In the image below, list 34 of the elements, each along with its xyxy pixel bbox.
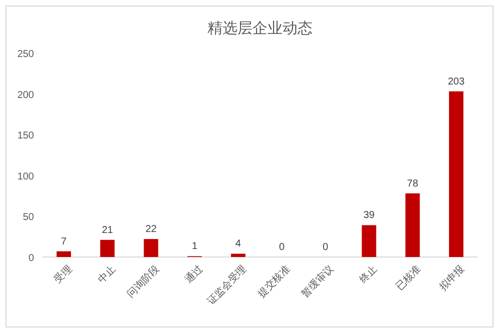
data-label: 1: [192, 241, 198, 252]
x-tick-label: 通过: [182, 263, 206, 286]
bar: [405, 193, 420, 257]
bar: [144, 239, 158, 257]
y-tick-label: 0: [28, 253, 34, 264]
y-tick-label: 100: [17, 171, 34, 182]
bar: [231, 254, 246, 257]
data-label: 21: [102, 224, 114, 236]
data-label: 203: [448, 76, 465, 88]
y-tick-label: 200: [17, 90, 34, 101]
x-tick-label: 终止: [357, 263, 380, 286]
data-label: 0: [279, 242, 286, 253]
y-tick-label: 250: [17, 49, 34, 60]
x-tick-label: 暂缓审议: [299, 263, 336, 300]
x-tick-label: 已核准: [394, 263, 424, 293]
y-tick-label: 50: [22, 212, 34, 224]
x-tick-label: 证监会受理: [205, 263, 249, 308]
data-label: 39: [363, 210, 375, 222]
chart-title: 精选层企业动态: [208, 20, 312, 37]
x-tick-label: 提交核准: [256, 263, 292, 300]
data-label: 4: [235, 238, 242, 250]
y-tick-label: 150: [17, 130, 34, 142]
data-label: 22: [145, 224, 157, 236]
x-tick-label: 拟申报: [437, 263, 467, 293]
x-tick-label: 问询阶段: [124, 263, 162, 300]
x-tick-label: 中止: [95, 263, 118, 286]
bar: [449, 91, 464, 257]
data-label: 7: [61, 236, 68, 248]
data-label: 0: [322, 242, 329, 253]
bar: [56, 251, 71, 257]
x-tick-label: 受理: [52, 263, 74, 286]
data-label: 78: [407, 178, 419, 190]
bar: [362, 225, 376, 257]
bar: [100, 240, 115, 257]
